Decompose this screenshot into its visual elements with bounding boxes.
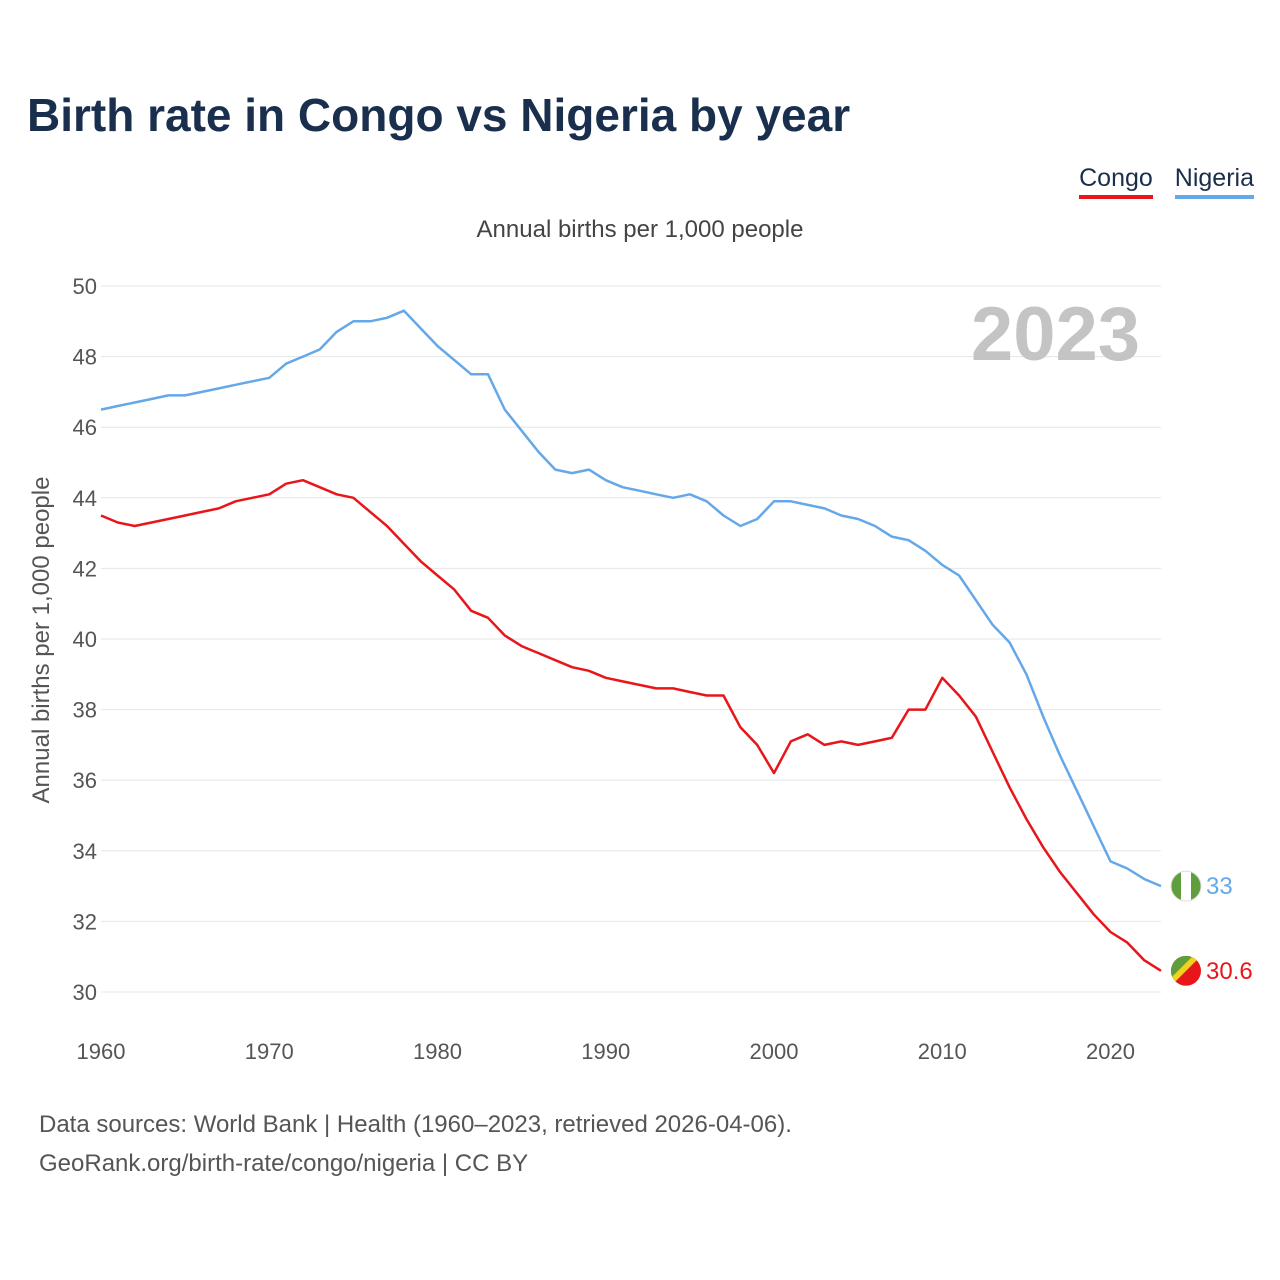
y-tick-label: 40: [73, 627, 97, 652]
footer-attribution: GeoRank.org/birth-rate/congo/nigeria | C…: [39, 1150, 529, 1177]
congo-flag-icon: [1171, 955, 1201, 986]
y-axis-ticks: 30 32 34 36 38 40 42 44 46 48 50: [73, 274, 97, 1005]
y-tick-label: 50: [73, 274, 97, 299]
x-tick-label: 1980: [413, 1039, 462, 1064]
footer: Data sources: World Bank | Health (1960–…: [39, 1105, 792, 1183]
y-tick-label: 34: [73, 839, 97, 864]
x-tick-label: 1990: [581, 1039, 630, 1064]
y-tick-label: 46: [73, 415, 97, 440]
end-value-label-congo: 30.6: [1206, 958, 1253, 985]
y-tick-label: 38: [73, 698, 97, 723]
chart-title: Birth rate in Congo vs Nigeria by year: [27, 89, 851, 141]
end-value-label-nigeria: 33: [1206, 873, 1233, 900]
y-tick-label: 32: [73, 909, 97, 934]
series-line-congo[interactable]: [100, 478, 1162, 972]
y-tick-label: 42: [73, 556, 97, 581]
x-tick-label: 2000: [750, 1039, 799, 1064]
legend: Congo Nigeria: [1079, 164, 1254, 199]
year-watermark: 2023: [971, 292, 1140, 377]
series-line-nigeria[interactable]: [100, 309, 1162, 888]
legend-item-congo[interactable]: Congo: [1079, 164, 1153, 199]
y-tick-label: 36: [73, 768, 97, 793]
x-tick-label: 2020: [1086, 1039, 1135, 1064]
y-tick-label: 44: [73, 486, 97, 511]
footer-sources: Data sources: World Bank | Health (1960–…: [39, 1111, 792, 1138]
nigeria-flag-icon: [1170, 870, 1202, 902]
x-tick-label: 2010: [918, 1039, 967, 1064]
x-axis-ticks: 1960 1970 1980 1990 2000 2010 2020: [77, 1039, 1135, 1064]
gridlines: [101, 285, 1161, 993]
chart-subtitle: Annual births per 1,000 people: [476, 216, 804, 243]
legend-item-nigeria[interactable]: Nigeria: [1174, 164, 1254, 199]
y-tick-label: 48: [73, 345, 97, 370]
y-tick-label: 30: [73, 980, 97, 1005]
x-tick-label: 1960: [77, 1039, 126, 1064]
x-tick-label: 1970: [245, 1039, 294, 1064]
